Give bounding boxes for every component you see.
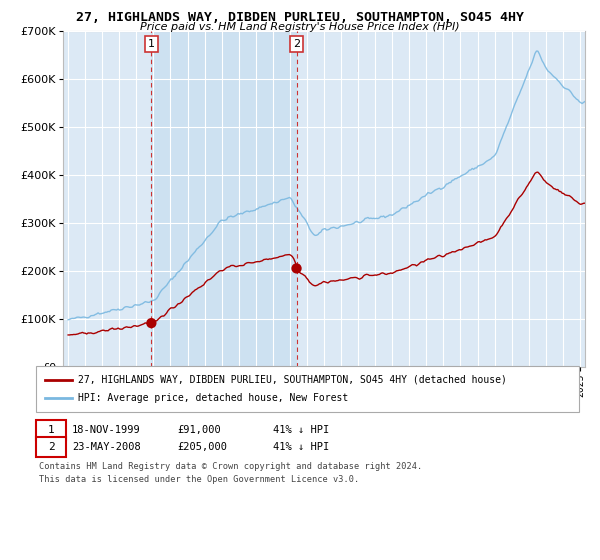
- Text: 1: 1: [148, 39, 155, 49]
- Point: [292, 264, 301, 273]
- Text: £205,000: £205,000: [177, 442, 227, 452]
- Text: 27, HIGHLANDS WAY, DIBDEN PURLIEU, SOUTHAMPTON, SO45 4HY: 27, HIGHLANDS WAY, DIBDEN PURLIEU, SOUTH…: [76, 11, 524, 24]
- Text: 27, HIGHLANDS WAY, DIBDEN PURLIEU, SOUTHAMPTON, SO45 4HY (detached house): 27, HIGHLANDS WAY, DIBDEN PURLIEU, SOUTH…: [78, 375, 507, 385]
- Text: 23-MAY-2008: 23-MAY-2008: [72, 442, 141, 452]
- Text: HPI: Average price, detached house, New Forest: HPI: Average price, detached house, New …: [78, 393, 348, 403]
- Text: 41% ↓ HPI: 41% ↓ HPI: [273, 442, 329, 452]
- Bar: [151, 31, 296, 367]
- Text: 2: 2: [47, 442, 55, 452]
- Text: 1: 1: [47, 425, 55, 435]
- Text: 41% ↓ HPI: 41% ↓ HPI: [273, 425, 329, 435]
- Text: Price paid vs. HM Land Registry's House Price Index (HPI): Price paid vs. HM Land Registry's House …: [140, 22, 460, 32]
- Text: Contains HM Land Registry data © Crown copyright and database right 2024.
This d: Contains HM Land Registry data © Crown c…: [39, 462, 422, 483]
- Point: [146, 319, 156, 328]
- Text: 2: 2: [293, 39, 300, 49]
- Text: 18-NOV-1999: 18-NOV-1999: [72, 425, 141, 435]
- Text: £91,000: £91,000: [177, 425, 221, 435]
